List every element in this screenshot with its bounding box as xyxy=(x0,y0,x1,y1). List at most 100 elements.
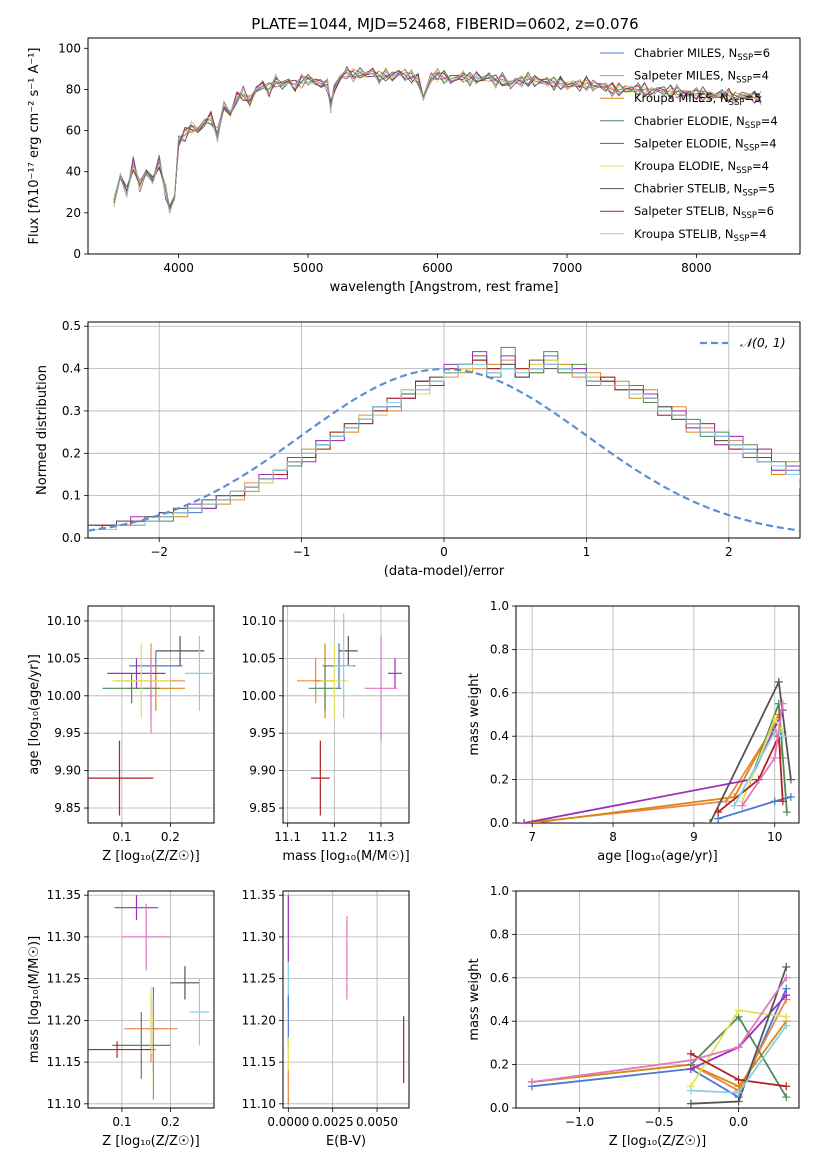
legend-label-tail: =6 xyxy=(753,46,770,60)
x-axis-label: E(B-V) xyxy=(326,1134,366,1149)
y-tick-label: 0.3 xyxy=(62,404,81,418)
y-axis-label: mass [log₁₀(M/M☉)] xyxy=(27,936,42,1063)
legend-label: Salpeter STELIB, NSSP=6 xyxy=(634,204,774,221)
weight-line xyxy=(531,988,788,1099)
plot-frame xyxy=(87,321,801,539)
legend-label-subscript: SSP xyxy=(736,76,752,86)
panel-age-vs-metallicity: 0.1 0.2 9.85 9.90 9.95 10.00 10.05 10.10 Z [log₁… xyxy=(27,605,215,864)
x-axis-label: Z [log₁₀(Z/Z☉)] xyxy=(102,1134,199,1149)
y-tick-label: 1.0 xyxy=(490,884,509,898)
legend-label-subscript: SSP xyxy=(741,211,757,221)
y-tick-label: 9.85 xyxy=(249,801,276,815)
legend-label: Chabrier ELODIE, NSSP=4 xyxy=(634,114,778,131)
y-tick-label: 0.2 xyxy=(490,1058,509,1072)
x-tick-label: 9 xyxy=(690,830,698,844)
x-tick-label: 7000 xyxy=(552,261,583,275)
y-tick-label: 11.30 xyxy=(47,930,81,944)
plot-frame xyxy=(515,890,800,1109)
x-tick-label: 10 xyxy=(767,830,782,844)
x-tick-label: 0.1 xyxy=(112,830,131,844)
legend-label: Salpeter MILES, NSSP=4 xyxy=(634,69,769,86)
y-tick-label: 11.15 xyxy=(47,1055,81,1069)
y-tick-label: 1.0 xyxy=(490,599,509,613)
x-tick-label: 6000 xyxy=(422,261,453,275)
legend-label-tail: =4 xyxy=(760,136,777,150)
y-tick-label: 0.4 xyxy=(62,362,81,376)
legend-label-base: Kroupa ELODIE, N xyxy=(634,159,736,173)
y-tick-label: 0.6 xyxy=(490,686,509,700)
y-axis-label: Flux [fλ10⁻¹⁷ erg cm⁻² s⁻¹ A⁻¹] xyxy=(27,48,42,245)
error-bars xyxy=(287,895,405,1104)
y-tick-label: 11.20 xyxy=(242,1013,276,1027)
y-axis-label: mass weight xyxy=(467,673,482,755)
legend-label-subscript: SSP xyxy=(729,98,745,108)
legend-label-tail: =4 xyxy=(752,159,769,173)
legend-label-tail: =5 xyxy=(758,182,775,196)
weight-line xyxy=(717,796,792,820)
x-tick-label: 0.0000 xyxy=(267,1115,309,1129)
weight-line xyxy=(531,977,788,1083)
x-tick-label: 0.2 xyxy=(161,1115,180,1129)
legend-label: Kroupa MILES, NSSP=5 xyxy=(634,91,761,108)
y-tick-label: 11.35 xyxy=(47,888,81,902)
y-axis-label: age [log₁₀(age/yr)] xyxy=(27,654,42,775)
y-tick-label: 9.95 xyxy=(249,726,276,740)
y-tick-label: 0.5 xyxy=(62,319,81,333)
plot-frame xyxy=(87,605,215,824)
panel-spectrum: 4000 5000 6000 7000 8000 0 20 40 60 80 100 waveleng… xyxy=(27,37,801,295)
x-tick-label: 8000 xyxy=(681,261,712,275)
y-tick-label: 0 xyxy=(73,247,81,261)
weight-line xyxy=(717,735,784,813)
x-tick-label: 11.2 xyxy=(321,830,348,844)
legend-label-base: Salpeter ELODIE, N xyxy=(634,136,744,150)
y-tick-label: 0.0 xyxy=(490,816,509,830)
y-tick-label: 0.4 xyxy=(490,729,509,743)
panel-massweight-vs-age: 7 8 9 10 0.0 0.2 0.4 0.6 0.8 1.0 age [log₁₀(age/yr… xyxy=(467,599,800,864)
data-spectrum-line xyxy=(113,72,762,210)
legend-label-subscript: SSP xyxy=(745,121,761,131)
histogram-step-line xyxy=(88,363,800,530)
y-axis-label: mass weight xyxy=(467,958,482,1040)
y-tick-label: 10.10 xyxy=(242,614,276,628)
model-spectrum-line xyxy=(113,67,762,214)
y-tick-label: 100 xyxy=(58,41,81,55)
legend-label-subscript: SSP xyxy=(734,234,750,244)
x-tick-label: 5000 xyxy=(293,261,324,275)
y-tick-label: 11.10 xyxy=(242,1097,276,1111)
y-tick-label: 80 xyxy=(66,82,81,96)
legend-label-base: Kroupa MILES, N xyxy=(634,91,729,105)
plot-frame xyxy=(515,605,800,824)
y-tick-label: 0.0 xyxy=(490,1101,509,1115)
x-tick-label: 1 xyxy=(583,545,591,559)
x-tick-label: 0.0025 xyxy=(312,1115,354,1129)
x-axis-label: mass [log₁₀(M/M☉)] xyxy=(282,849,409,864)
y-tick-label: 9.85 xyxy=(54,801,81,815)
x-tick-label: 11.1 xyxy=(274,830,301,844)
histogram-step-line xyxy=(88,346,800,530)
y-tick-label: 10.05 xyxy=(47,651,81,665)
panel-residuals: −2 −1 0 1 2 0.0 0.1 0.2 0.3 0.4 0.5 (data-model)/er… xyxy=(35,319,801,579)
legend-label-tail: =4 xyxy=(749,227,766,241)
legend-label: Chabrier STELIB, NSSP=5 xyxy=(634,182,775,199)
x-tick-label: 4000 xyxy=(163,261,194,275)
histogram-step-line xyxy=(88,355,800,530)
legend-label-base: Salpeter STELIB, N xyxy=(634,204,741,218)
legend-label-tail: =5 xyxy=(744,91,761,105)
model-spectrum-line xyxy=(113,67,762,207)
x-tick-label: −2 xyxy=(150,545,168,559)
legend-label: Kroupa ELODIE, NSSP=4 xyxy=(634,159,769,176)
legend-label-base: Chabrier ELODIE, N xyxy=(634,114,745,128)
legend-label-base: Kroupa STELIB, N xyxy=(634,227,734,241)
x-tick-label: 0 xyxy=(440,545,448,559)
weight-lines xyxy=(527,962,791,1108)
x-tick-label: 0.0050 xyxy=(356,1115,398,1129)
plot-frame xyxy=(87,890,215,1109)
histogram-steps xyxy=(88,346,800,532)
y-tick-label: 11.15 xyxy=(242,1055,276,1069)
y-tick-label: 0.2 xyxy=(62,446,81,460)
panel-age-vs-mass: 11.1 11.2 11.3 9.85 9.90 9.95 10.00 10.05 10.10 m… xyxy=(242,605,410,864)
panel-massweight-vs-metallicity: −1.0 −0.5 0.0 0.0 0.2 0.4 0.6 0.8 1.0 Z [log₁₀(Z/… xyxy=(467,884,800,1149)
plot-frame xyxy=(282,605,410,824)
